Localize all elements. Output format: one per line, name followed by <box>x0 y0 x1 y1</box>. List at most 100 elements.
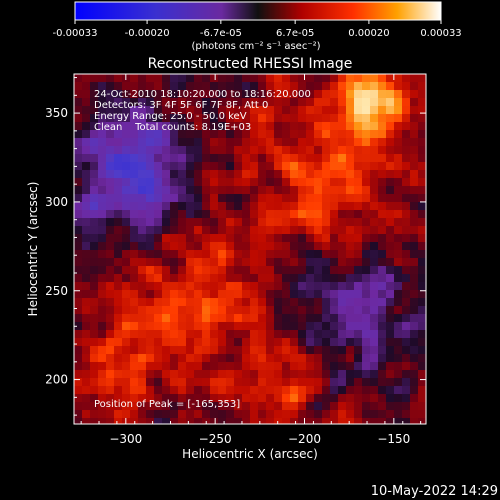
heatmap-cell <box>202 154 211 163</box>
heatmap-cell <box>338 418 347 424</box>
heatmap-cell <box>394 370 403 379</box>
heatmap-cell <box>266 418 275 424</box>
heatmap-cell <box>330 330 339 339</box>
heatmap-cell <box>178 394 187 403</box>
heatmap-cell <box>226 282 235 291</box>
heatmap-cell <box>178 82 187 91</box>
heatmap-cell <box>218 154 227 163</box>
heatmap-cell <box>274 146 283 155</box>
heatmap-cell <box>170 146 179 155</box>
heatmap-cell <box>210 362 219 371</box>
heatmap-cell <box>162 290 171 299</box>
heatmap-cell <box>178 194 187 203</box>
heatmap-cell <box>226 98 235 107</box>
heatmap-cell <box>130 178 139 187</box>
heatmap-cell <box>362 130 371 139</box>
heatmap-cell <box>226 106 235 115</box>
heatmap-cell <box>242 74 251 83</box>
heatmap-cell <box>146 274 155 283</box>
heatmap-cell <box>338 194 347 203</box>
heatmap-cell <box>186 218 195 227</box>
heatmap-cell <box>170 314 179 323</box>
heatmap-cell <box>82 346 91 355</box>
heatmap-cell <box>202 370 211 379</box>
heatmap-cell <box>274 218 283 227</box>
heatmap-cell <box>82 162 91 171</box>
heatmap-cell <box>418 146 426 155</box>
heatmap-cell <box>218 90 227 99</box>
heatmap-cell <box>218 170 227 179</box>
heatmap-cell <box>162 210 171 219</box>
heatmap-cell <box>130 162 139 171</box>
heatmap-cell <box>234 98 243 107</box>
heatmap-cell <box>322 178 331 187</box>
heatmap-cell <box>186 242 195 251</box>
heatmap-cell <box>354 250 363 259</box>
heatmap-cell <box>194 322 203 331</box>
heatmap-cell <box>138 354 147 363</box>
heatmap-cell <box>386 242 395 251</box>
heatmap-cell <box>314 402 323 411</box>
heatmap-cell <box>258 90 267 99</box>
heatmap-cell <box>330 258 339 267</box>
heatmap-cell <box>258 410 267 419</box>
heatmap-cell <box>170 362 179 371</box>
heatmap-cell <box>354 122 363 131</box>
heatmap-cell <box>346 346 355 355</box>
heatmap-cell <box>186 266 195 275</box>
heatmap-cell <box>130 122 139 131</box>
heatmap-cell <box>114 226 123 235</box>
heatmap-cell <box>322 170 331 179</box>
heatmap-cell <box>362 106 371 115</box>
heatmap-cell <box>338 202 347 211</box>
heatmap-cell <box>82 298 91 307</box>
heatmap-cell <box>306 130 315 139</box>
heatmap-cell <box>370 402 379 411</box>
heatmap-cell <box>410 162 419 171</box>
heatmap-cell <box>338 154 347 163</box>
heatmap-cell <box>210 274 219 283</box>
heatmap-cell <box>218 242 227 251</box>
heatmap-cell <box>98 210 107 219</box>
heatmap-cell <box>338 114 347 123</box>
heatmap-cell <box>290 82 299 91</box>
heatmap-cell <box>234 186 243 195</box>
heatmap-cell <box>306 210 315 219</box>
heatmap-cell <box>258 258 267 267</box>
heatmap-cell <box>242 138 251 147</box>
heatmap-cell <box>370 306 379 315</box>
heatmap-cell <box>346 338 355 347</box>
heatmap-cell <box>210 346 219 355</box>
heatmap-cell <box>394 138 403 147</box>
heatmap-cell <box>218 314 227 323</box>
heatmap-cell <box>202 178 211 187</box>
heatmap-cell <box>146 314 155 323</box>
heatmap-cell <box>290 258 299 267</box>
heatmap-cell <box>330 282 339 291</box>
heatmap-cell <box>394 106 403 115</box>
heatmap-cell <box>410 402 419 411</box>
heatmap-cell <box>186 162 195 171</box>
heatmap-cell <box>322 186 331 195</box>
heatmap-cell <box>90 354 99 363</box>
heatmap-cell <box>146 378 155 387</box>
heatmap-cell <box>370 130 379 139</box>
heatmap-cell <box>282 218 291 227</box>
heatmap-cell <box>218 370 227 379</box>
heatmap-cell <box>122 146 131 155</box>
heatmap-cell <box>82 410 91 419</box>
heatmap-cell <box>162 170 171 179</box>
heatmap-cell <box>290 370 299 379</box>
heatmap-cell <box>194 346 203 355</box>
heatmap-cell <box>146 218 155 227</box>
heatmap-cell <box>122 402 131 411</box>
heatmap-cell <box>90 202 99 211</box>
heatmap-cell <box>258 218 267 227</box>
heatmap-cell <box>202 194 211 203</box>
heatmap-cell <box>194 194 203 203</box>
heatmap-cell <box>266 186 275 195</box>
heatmap-cell <box>290 378 299 387</box>
heatmap-cell <box>362 186 371 195</box>
heatmap-cell <box>418 338 426 347</box>
heatmap-cell <box>274 226 283 235</box>
